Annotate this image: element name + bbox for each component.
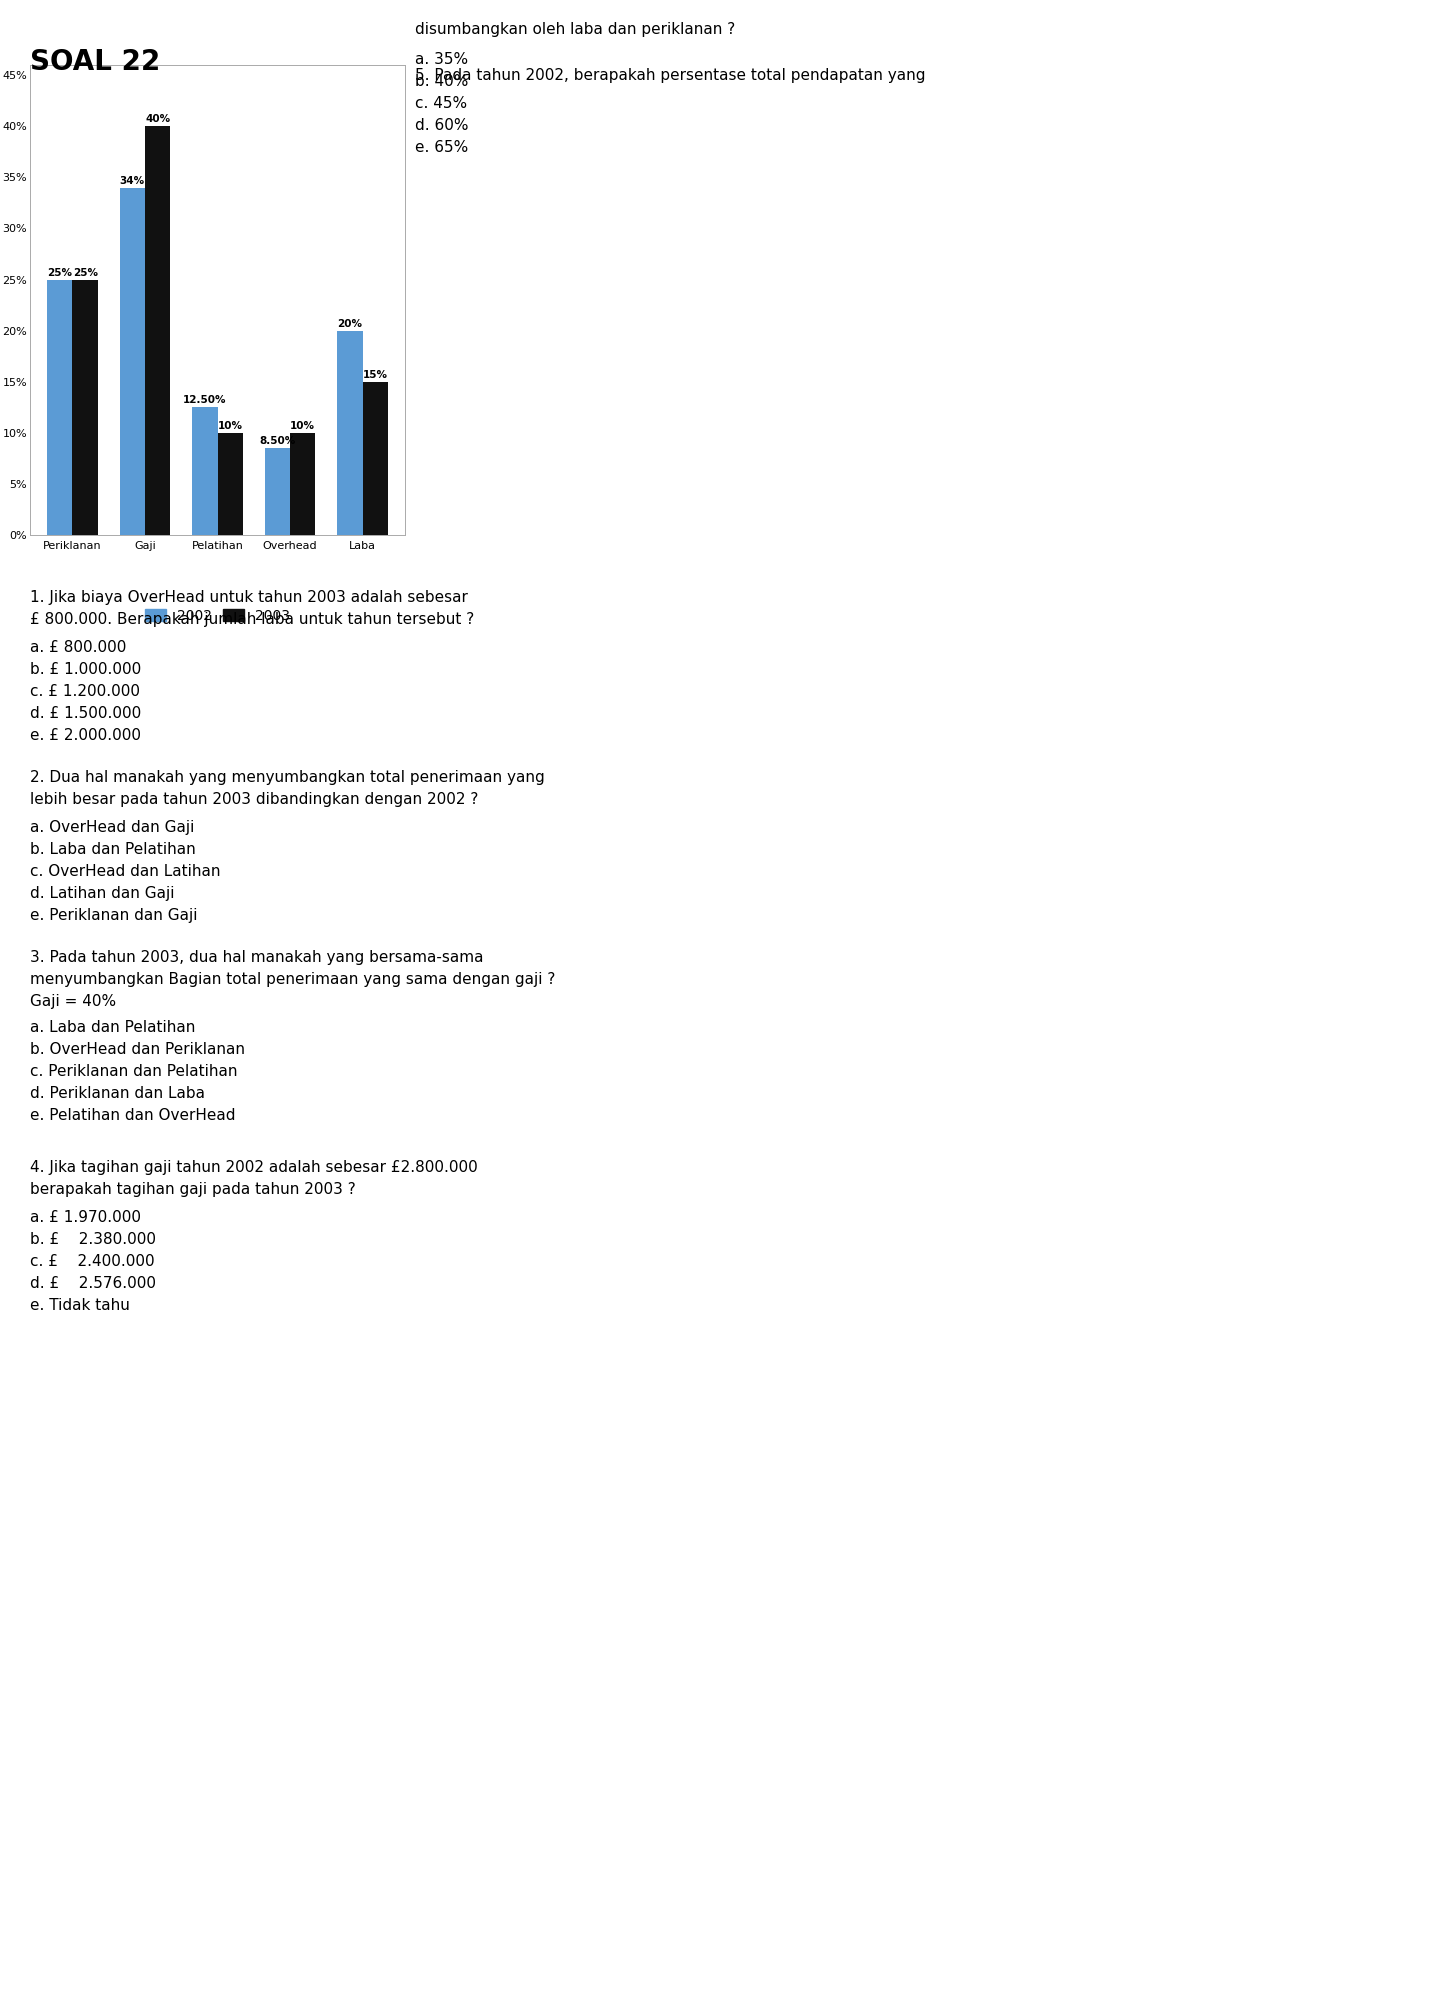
Bar (290, 432, 316, 535)
Text: a. £ 800.000: a. £ 800.000 (30, 641, 126, 655)
Text: d. Latihan dan Gaji: d. Latihan dan Gaji (30, 887, 175, 901)
Text: menyumbangkan Bagian total penerimaan yang sama dengan gaji ?: menyumbangkan Bagian total penerimaan ya… (30, 973, 556, 987)
Text: a. £ 1.970.000: a. £ 1.970.000 (30, 1209, 140, 1225)
Text: 2. Dua hal manakah yang menyumbangkan total penerimaan yang: 2. Dua hal manakah yang menyumbangkan to… (30, 771, 544, 785)
Text: b. £    2.380.000: b. £ 2.380.000 (30, 1231, 156, 1247)
Text: 8.50%: 8.50% (259, 436, 295, 446)
Text: c. Periklanan dan Pelatihan: c. Periklanan dan Pelatihan (30, 1063, 237, 1079)
Text: berapakah tagihan gaji pada tahun 2003 ?: berapakah tagihan gaji pada tahun 2003 ? (30, 1181, 356, 1197)
Text: a. OverHead dan Gaji: a. OverHead dan Gaji (30, 821, 194, 835)
Text: b. OverHead dan Periklanan: b. OverHead dan Periklanan (30, 1041, 245, 1057)
Text: 20%: 20% (337, 318, 362, 328)
Text: b. £ 1.000.000: b. £ 1.000.000 (30, 663, 142, 677)
Text: d. Periklanan dan Laba: d. Periklanan dan Laba (30, 1085, 206, 1101)
Text: e. 65%: e. 65% (416, 140, 468, 154)
Text: b. Laba dan Pelatihan: b. Laba dan Pelatihan (30, 843, 195, 857)
Text: £ 800.000. Berapakah jumlah laba untuk tahun tersebut ?: £ 800.000. Berapakah jumlah laba untuk t… (30, 613, 475, 627)
Bar (145, 126, 171, 535)
Text: 10%: 10% (290, 420, 316, 430)
Text: e. £ 2.000.000: e. £ 2.000.000 (30, 729, 140, 743)
Text: 3. Pada tahun 2003, dua hal manakah yang bersama-sama: 3. Pada tahun 2003, dua hal manakah yang… (30, 951, 484, 965)
Bar (362, 382, 388, 535)
Text: SOAL 22: SOAL 22 (30, 48, 161, 76)
Text: 10%: 10% (217, 420, 243, 430)
Text: 25%: 25% (48, 268, 72, 278)
Bar (72, 280, 98, 535)
Text: disumbangkan oleh laba dan periklanan ?: disumbangkan oleh laba dan periklanan ? (416, 22, 736, 36)
Text: c. £ 1.200.000: c. £ 1.200.000 (30, 685, 140, 699)
Bar (120, 188, 145, 535)
Text: a. 35%: a. 35% (416, 52, 468, 66)
Text: 1. Jika biaya OverHead untuk tahun 2003 adalah sebesar: 1. Jika biaya OverHead untuk tahun 2003 … (30, 591, 468, 605)
Text: b. 40%: b. 40% (416, 74, 468, 88)
Legend: 2002, 2003: 2002, 2003 (139, 603, 295, 629)
Text: lebih besar pada tahun 2003 dibandingkan dengan 2002 ?: lebih besar pada tahun 2003 dibandingkan… (30, 793, 478, 807)
Text: d. 60%: d. 60% (416, 118, 469, 132)
Text: 40%: 40% (145, 114, 171, 124)
Text: e. Periklanan dan Gaji: e. Periklanan dan Gaji (30, 909, 197, 923)
Text: 15%: 15% (363, 370, 388, 380)
Bar (193, 406, 217, 535)
Text: d. £    2.576.000: d. £ 2.576.000 (30, 1275, 156, 1291)
Text: c. 45%: c. 45% (416, 96, 468, 110)
Text: d. £ 1.500.000: d. £ 1.500.000 (30, 707, 142, 721)
Text: e. Tidak tahu: e. Tidak tahu (30, 1297, 130, 1313)
Bar (217, 432, 243, 535)
Text: 4. Jika tagihan gaji tahun 2002 adalah sebesar £2.800.000: 4. Jika tagihan gaji tahun 2002 adalah s… (30, 1159, 478, 1175)
Text: e. Pelatihan dan OverHead: e. Pelatihan dan OverHead (30, 1107, 236, 1123)
Text: a. Laba dan Pelatihan: a. Laba dan Pelatihan (30, 1019, 195, 1035)
Bar (46, 280, 72, 535)
Text: 34%: 34% (120, 176, 145, 186)
Text: 12.50%: 12.50% (182, 394, 226, 404)
Text: c. £    2.400.000: c. £ 2.400.000 (30, 1253, 155, 1269)
Bar (337, 330, 362, 535)
Text: Gaji = 40%: Gaji = 40% (30, 995, 116, 1009)
Text: 5. Pada tahun 2002, berapakah persentase total pendapatan yang: 5. Pada tahun 2002, berapakah persentase… (416, 68, 925, 82)
Bar (265, 448, 290, 535)
Text: 25%: 25% (72, 268, 97, 278)
Text: c. OverHead dan Latihan: c. OverHead dan Latihan (30, 865, 220, 879)
